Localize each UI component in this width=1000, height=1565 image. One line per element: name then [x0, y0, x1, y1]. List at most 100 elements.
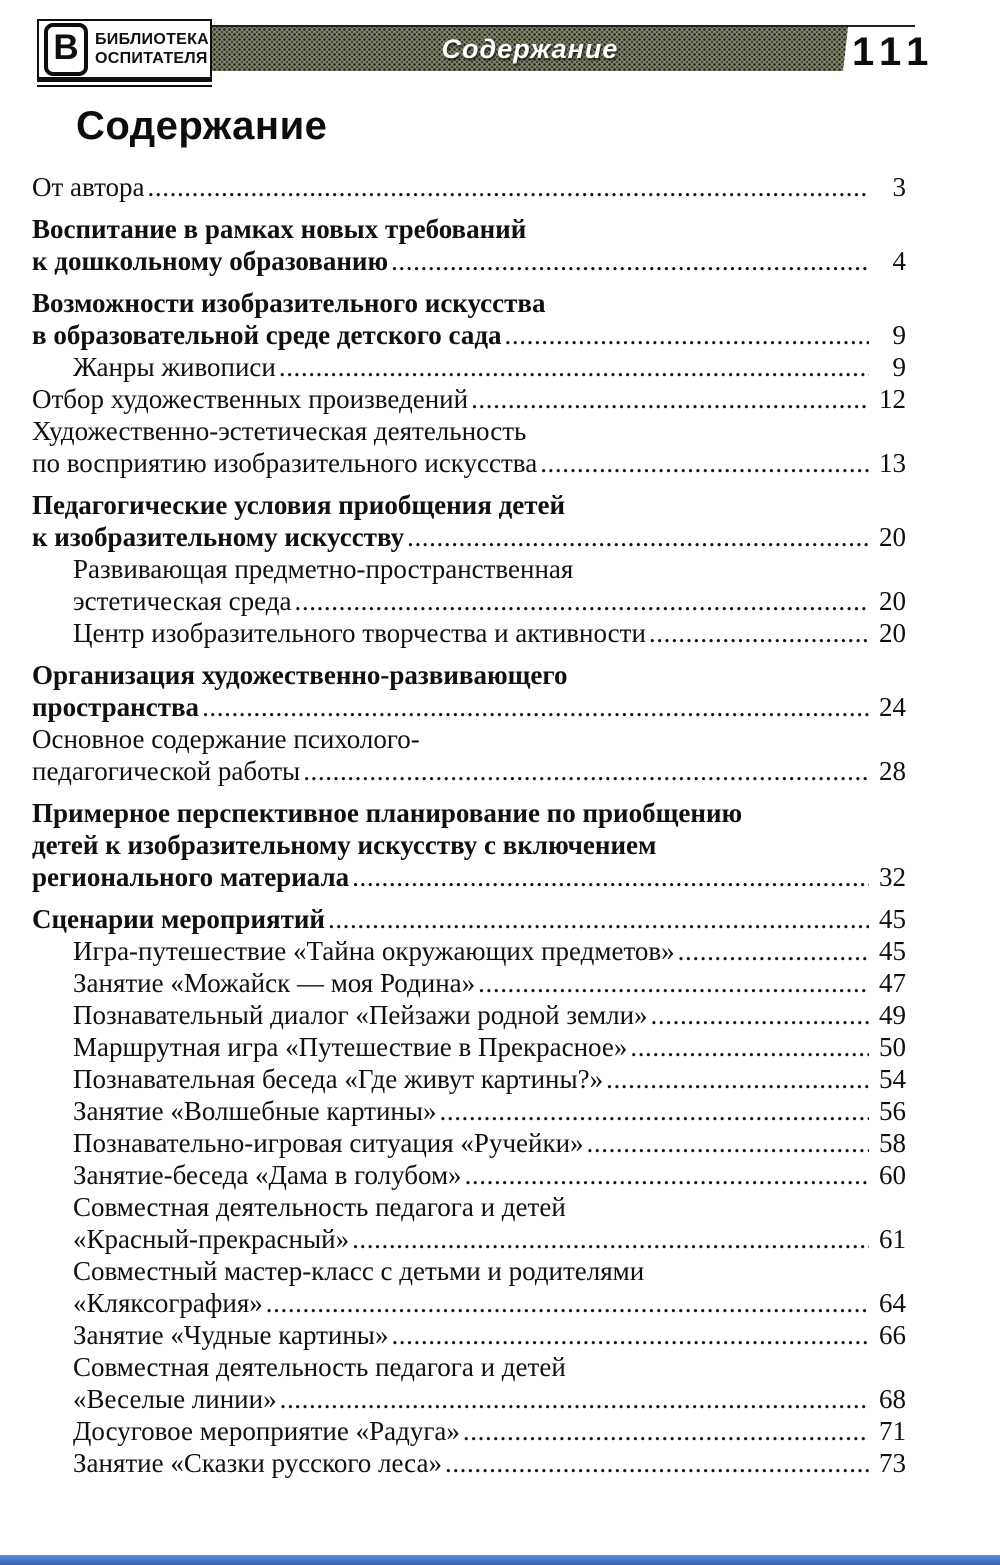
- toc-entry: Совместная деятельность педагога и детей…: [32, 1351, 906, 1415]
- toc-dot-leader: ........................................…: [202, 692, 869, 722]
- toc-page-number: 68: [879, 1384, 906, 1414]
- toc-entry-text: Возможности изобразительного искусства: [32, 288, 546, 318]
- toc-entry-text: «Красный-прекрасный»: [73, 1224, 350, 1254]
- toc-entry-text: «Кляксография»: [73, 1288, 263, 1318]
- toc-page-number: 60: [879, 1160, 906, 1190]
- toc-page-number: 4: [892, 246, 907, 276]
- toc-entry-text: к дошкольному образованию: [32, 246, 389, 276]
- toc-page-number: 66: [879, 1320, 906, 1350]
- toc-page-number: 50: [879, 1032, 906, 1062]
- toc-entry-text: От автора: [32, 172, 145, 202]
- brand-name: БИБЛИОТЕКА ОСПИТАТЕЛЯ: [95, 30, 209, 68]
- toc-entry: Занятие-беседа «Дама в голубом».........…: [32, 1159, 906, 1191]
- toc-entry-text: Занятие «Можайск — моя Родина»: [73, 968, 476, 998]
- toc-entry: Совместная деятельность педагога и детей…: [32, 1191, 906, 1255]
- toc-entry-text: Занятие «Чудные картины»: [73, 1320, 389, 1350]
- toc-entry-text: «Веселые линии»: [73, 1384, 277, 1414]
- toc-entry: Художественно-эстетическая деятельность п…: [32, 415, 906, 479]
- brand-logo: В БИБЛИОТЕКА ОСПИТАТЕЛЯ: [37, 19, 212, 87]
- running-title: Содержание: [441, 33, 619, 64]
- toc-entry-text: в образовательной среде детского сада: [32, 320, 502, 350]
- toc-page-number: 58: [879, 1128, 906, 1158]
- toc-page-number: 73: [879, 1448, 906, 1478]
- toc-entry-text: регионального материала: [32, 862, 350, 892]
- toc-entry-text: Развивающая предметно-пространственная: [73, 554, 574, 584]
- toc-page-number: 32: [879, 862, 906, 892]
- toc-entry-text: эстетическая среда: [73, 586, 292, 616]
- toc-page-number: 47: [879, 968, 906, 998]
- header-rule: [152, 25, 915, 27]
- toc-entry-text: детей к изобразительному искусству с вкл…: [32, 830, 657, 860]
- brand-initial-badge: В: [44, 22, 88, 76]
- toc-entry: Организация художественно-развивающего пр…: [32, 659, 906, 723]
- toc-dot-leader: ........................................…: [352, 1224, 869, 1254]
- toc-dot-leader: ........................................…: [327, 904, 869, 934]
- toc-page-number: 20: [879, 618, 906, 648]
- page-title: Содержание: [76, 104, 328, 148]
- toc-entry: Развивающая предметно-пространственная эс…: [32, 553, 906, 617]
- toc-dot-leader: ........................................…: [504, 320, 869, 350]
- table-of-contents: От автора...............................…: [32, 171, 906, 1479]
- toc-entry: Совместный мастер-класс с детьми и родит…: [32, 1255, 906, 1319]
- toc-dot-leader: ........................................…: [606, 1064, 869, 1094]
- toc-entry: Занятие «Сказки русского леса»..........…: [32, 1447, 906, 1479]
- brand-name-line1: БИБЛИОТЕКА: [95, 31, 210, 48]
- toc-dot-leader: ........................................…: [391, 1320, 869, 1350]
- toc-dot-leader: ........................................…: [586, 1128, 869, 1158]
- toc-entry-text: Маршрутная игра «Путешествие в Прекрасно…: [73, 1032, 628, 1062]
- toc-dot-leader: ........................................…: [303, 756, 869, 786]
- toc-entry: Досуговое мероприятие «Радуга»..........…: [32, 1415, 906, 1447]
- toc-entry-text: Отбор художественных произведений: [32, 384, 469, 414]
- toc-page-number: 20: [879, 522, 906, 552]
- toc-entry-text: Занятие «Волшебные картины»: [73, 1096, 437, 1126]
- toc-entry-text: Организация художественно-развивающего: [32, 660, 568, 690]
- toc-entry: Примерное перспективное планирование по …: [32, 797, 906, 893]
- toc-dot-leader: ........................................…: [265, 1288, 869, 1318]
- toc-dot-leader: ........................................…: [464, 1160, 869, 1190]
- toc-entry-text: Педагогические условия приобщения детей: [32, 490, 566, 520]
- folio-page-number: 111: [852, 30, 936, 74]
- toc-page-number: 28: [879, 756, 906, 786]
- brand-initial: В: [53, 27, 79, 67]
- toc-entry: Познавательно-игровая ситуация «Ручейки»…: [32, 1127, 906, 1159]
- toc-entry-text: педагогической работы: [32, 756, 301, 786]
- toc-entry: От автора...............................…: [32, 171, 906, 203]
- toc-entry: Занятие «Волшебные картины».............…: [32, 1095, 906, 1127]
- toc-page-number: 64: [879, 1288, 906, 1318]
- toc-dot-leader: ........................................…: [439, 1096, 870, 1126]
- toc-content: Содержание От автора....................…: [0, 100, 1000, 1479]
- toc-dot-leader: ........................................…: [648, 618, 869, 648]
- toc-entry-text: Совместная деятельность педагога и детей: [73, 1192, 566, 1222]
- toc-page-number: 24: [879, 692, 906, 722]
- toc-page-number: 71: [879, 1416, 906, 1446]
- toc-page-number: 45: [879, 936, 906, 966]
- toc-entry-text: по восприятию изобразительного искусства: [32, 448, 538, 478]
- bottom-scan-edge: [0, 1555, 1000, 1565]
- toc-entry-text: Познавательная беседа «Где живут картины…: [73, 1064, 604, 1094]
- toc-page-number: 61: [879, 1224, 906, 1254]
- toc-entry: Возможности изобразительного искусства в …: [32, 287, 906, 351]
- toc-dot-leader: ........................................…: [444, 1448, 869, 1478]
- toc-entry-text: Познавательный диалог «Пейзажи родной зе…: [73, 1000, 648, 1030]
- toc-page-number: 54: [879, 1064, 906, 1094]
- toc-dot-leader: ........................................…: [279, 1384, 869, 1414]
- toc-page-number: 9: [892, 320, 907, 350]
- toc-dot-leader: ........................................…: [630, 1032, 869, 1062]
- toc-entry-text: Занятие «Сказки русского леса»: [73, 1448, 442, 1478]
- toc-entry: Познавательный диалог «Пейзажи родной зе…: [32, 999, 906, 1031]
- toc-entry: Игра-путешествие «Тайна окружающих предм…: [32, 935, 906, 967]
- toc-entry-text: к изобразительному искусству: [32, 522, 405, 552]
- toc-page-number: 9: [892, 352, 907, 382]
- toc-entry: Основное содержание психолого-педагогиче…: [32, 723, 906, 787]
- toc-page-number: 49: [879, 1000, 906, 1030]
- toc-dot-leader: ........................................…: [478, 968, 869, 998]
- toc-entry-text: Познавательно-игровая ситуация «Ручейки»: [73, 1128, 584, 1158]
- toc-entry-text: Игра-путешествие «Тайна окружающих предм…: [73, 936, 675, 966]
- brand-name-line2: ОСПИТАТЕЛЯ: [95, 50, 208, 67]
- toc-entry: Воспитание в рамках новых требований к до…: [32, 213, 906, 277]
- toc-entry-text: Совместный мастер-класс с детьми и родит…: [73, 1256, 645, 1286]
- toc-entry-text: Воспитание в рамках новых требований: [32, 214, 527, 244]
- toc-entry: Педагогические условия приобщения детей к…: [32, 489, 906, 553]
- toc-entry-text: Художественно-эстетическая деятельность: [32, 416, 527, 446]
- toc-entry: Жанры живописи..........................…: [32, 351, 906, 383]
